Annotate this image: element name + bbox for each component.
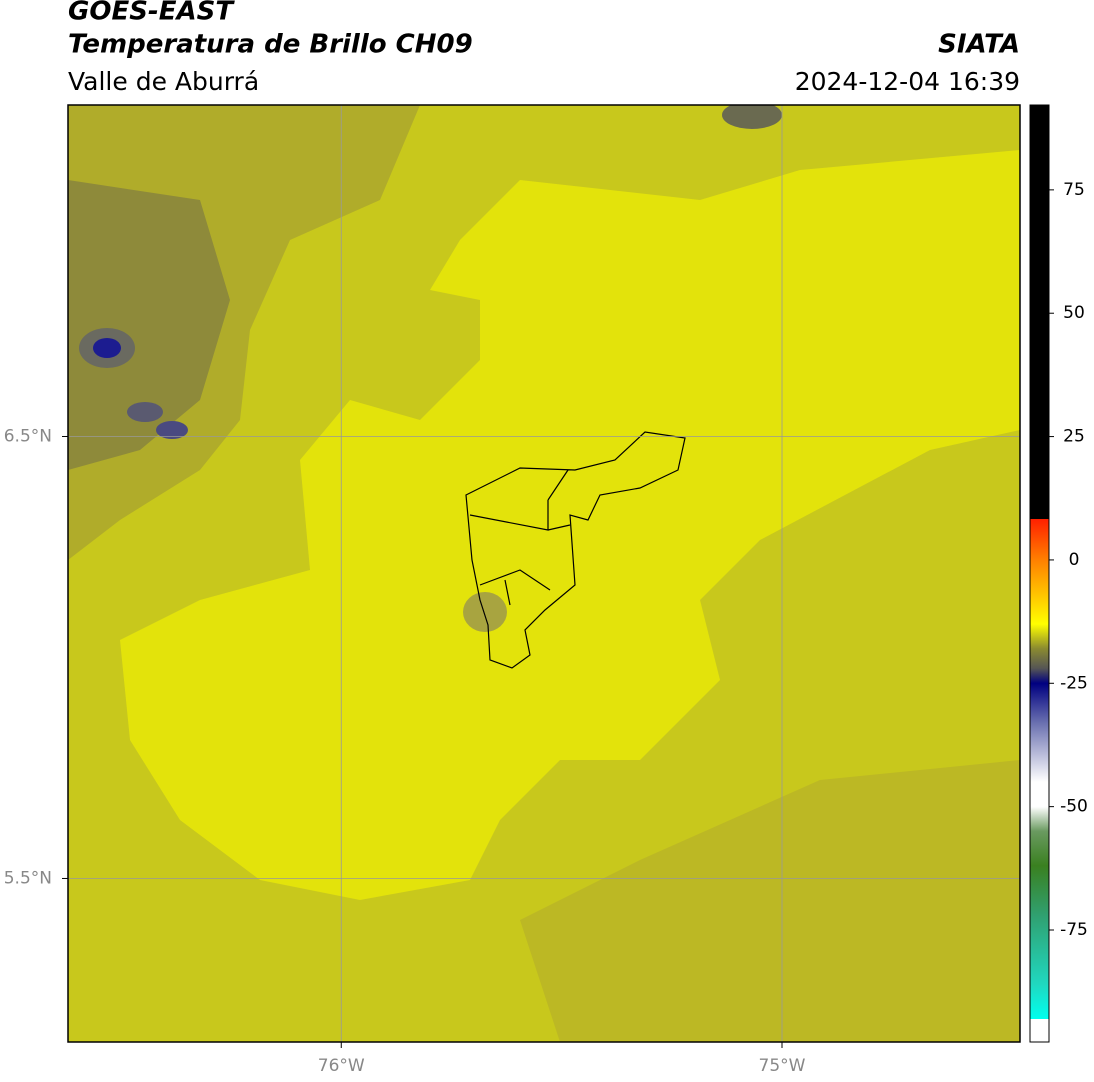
y-tick-label: 5.5°N xyxy=(4,868,52,888)
field-darker xyxy=(68,180,230,470)
cold-top xyxy=(722,105,782,129)
region: Valle de Aburrá xyxy=(68,67,259,96)
colorbar-tick-label: 75 xyxy=(1063,180,1085,200)
colorbar-tick-label: -75 xyxy=(1060,920,1088,940)
colorbar-tick-label: 50 xyxy=(1063,303,1085,323)
subtitle: Temperatura de Brillo CH09 xyxy=(68,30,473,60)
x-tick-label: 75°W xyxy=(759,1056,806,1076)
cold-core xyxy=(93,338,121,358)
field-dark-se xyxy=(520,760,1020,1042)
cool-spot xyxy=(463,592,507,632)
date: 2024-12-04 16:39 xyxy=(795,67,1020,96)
map-field xyxy=(68,105,1020,1042)
cold-top xyxy=(127,402,163,422)
title: GOES-EAST xyxy=(68,0,235,27)
colorbar xyxy=(1029,104,1050,1043)
cold-top xyxy=(156,421,188,439)
source: SIATA xyxy=(938,30,1020,60)
colorbar-tick-label: 0 xyxy=(1069,550,1080,570)
grid xyxy=(68,105,1020,1042)
municipal-boundaries xyxy=(465,431,686,669)
colorbar-tick-label: -25 xyxy=(1060,673,1088,693)
colorbar-tick-label: -50 xyxy=(1060,797,1088,817)
colorbar-tick-label: 25 xyxy=(1063,427,1085,447)
x-tick-label: 76°W xyxy=(318,1056,365,1076)
map-frame xyxy=(67,104,1021,1043)
y-tick-label: 6.5°N xyxy=(4,426,52,446)
